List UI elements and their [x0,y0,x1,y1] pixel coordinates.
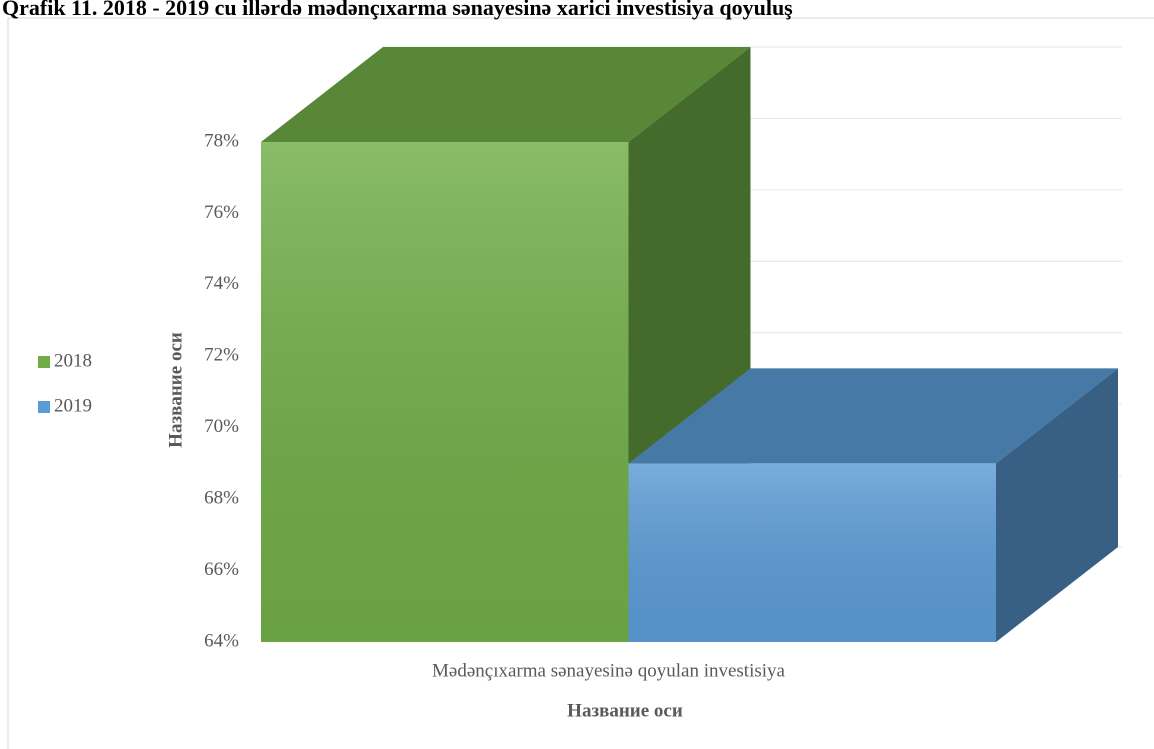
legend-swatch [38,356,50,368]
legend-swatch [38,401,50,413]
bar-side-shade [996,368,1118,642]
bar-top-shade [628,368,1118,464]
legend-label: 2018 [54,350,92,371]
x-tick-label: Mədənçıxarma sənayesinə qoyulan investis… [432,660,786,681]
legend-label: 2019 [54,395,92,416]
bar-top [261,47,751,142]
bar-top-shade [261,47,751,142]
chart-border [7,17,1154,749]
y-tick-label: 74% [204,273,239,294]
y-tick-label: 78% [204,130,239,151]
chart-title: Qrafik 11. 2018 - 2019 cu illərdə mədənç… [2,0,793,20]
y-tick-label: 76% [204,202,239,223]
bar-shine [261,142,629,642]
y-tick-label: 64% [204,630,239,651]
y-axis-title: Название оси [165,332,186,448]
y-tick-label: 66% [204,559,239,580]
y-tick-label: 68% [204,488,239,509]
bar-shine [628,463,996,642]
y-tick-label: 72% [204,345,239,366]
y-tick-label: 70% [204,416,239,437]
x-axis-title: Название оси [567,700,683,721]
bars [261,47,1118,642]
bar-top [628,368,1118,464]
bar-side [996,368,1118,642]
